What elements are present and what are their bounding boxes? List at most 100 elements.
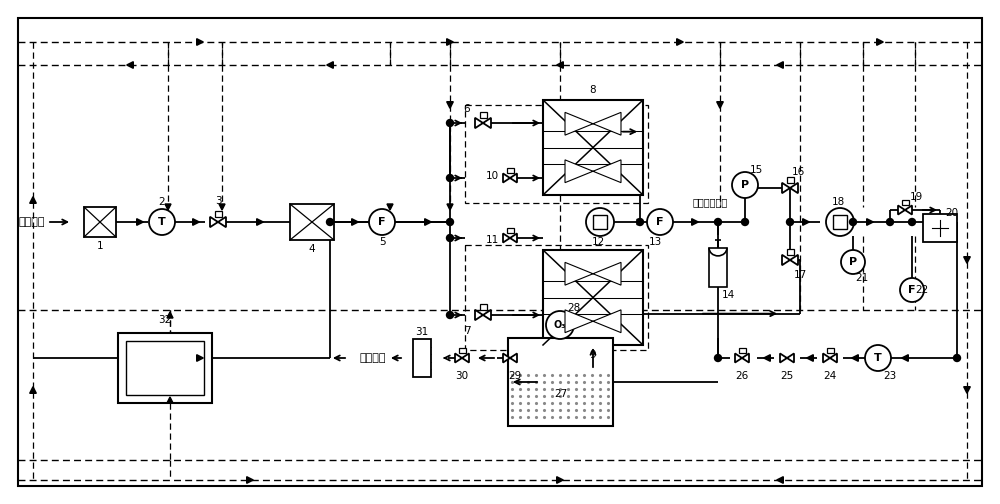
Polygon shape xyxy=(557,61,563,69)
Bar xyxy=(480,112,486,118)
Polygon shape xyxy=(30,197,36,203)
Bar xyxy=(508,338,613,426)
Polygon shape xyxy=(197,355,203,361)
Polygon shape xyxy=(210,217,226,227)
Text: 1: 1 xyxy=(97,241,103,251)
Polygon shape xyxy=(193,219,199,225)
Text: 12: 12 xyxy=(591,237,605,247)
Polygon shape xyxy=(565,160,621,182)
Bar xyxy=(413,339,431,377)
Polygon shape xyxy=(475,310,491,320)
Polygon shape xyxy=(475,118,491,128)
Polygon shape xyxy=(782,255,798,265)
Polygon shape xyxy=(807,355,813,361)
Bar xyxy=(290,204,334,240)
Polygon shape xyxy=(677,39,683,45)
Text: 15: 15 xyxy=(749,165,763,175)
Text: 富氧氮气输出: 富氧氮气输出 xyxy=(692,197,728,207)
Circle shape xyxy=(732,172,758,198)
Circle shape xyxy=(446,234,454,241)
Bar xyxy=(738,348,746,353)
Bar xyxy=(826,348,834,353)
Polygon shape xyxy=(898,206,912,215)
Polygon shape xyxy=(127,61,133,69)
Text: 31: 31 xyxy=(415,327,429,337)
Text: 24: 24 xyxy=(823,371,837,381)
Polygon shape xyxy=(425,219,431,225)
Bar xyxy=(543,100,643,195)
Polygon shape xyxy=(565,263,621,285)
Bar xyxy=(709,248,727,287)
Text: T: T xyxy=(874,353,882,363)
Bar xyxy=(593,215,607,229)
Circle shape xyxy=(586,208,614,236)
Polygon shape xyxy=(455,353,469,362)
Text: 16: 16 xyxy=(791,167,805,177)
Polygon shape xyxy=(167,397,173,403)
Polygon shape xyxy=(852,355,858,361)
Text: 26: 26 xyxy=(735,371,749,381)
Bar xyxy=(507,228,514,233)
Text: 废气排出: 废气排出 xyxy=(360,353,386,363)
Text: 23: 23 xyxy=(883,371,897,381)
Polygon shape xyxy=(764,355,770,361)
Circle shape xyxy=(786,219,794,225)
Text: 5: 5 xyxy=(379,237,385,247)
Polygon shape xyxy=(447,102,453,108)
Polygon shape xyxy=(902,355,908,361)
Circle shape xyxy=(326,219,334,225)
Text: P: P xyxy=(849,257,857,267)
Circle shape xyxy=(446,119,454,127)
Circle shape xyxy=(826,208,854,236)
Bar xyxy=(480,304,486,310)
Polygon shape xyxy=(137,219,143,225)
Circle shape xyxy=(637,219,644,225)
Polygon shape xyxy=(387,204,393,210)
Circle shape xyxy=(908,219,916,225)
Text: 20: 20 xyxy=(945,208,959,218)
Polygon shape xyxy=(197,39,203,45)
Bar xyxy=(465,105,648,203)
Text: 11: 11 xyxy=(485,235,499,245)
Text: 2: 2 xyxy=(159,197,165,207)
Polygon shape xyxy=(447,204,453,210)
Text: T: T xyxy=(158,217,166,227)
Circle shape xyxy=(149,209,175,235)
Polygon shape xyxy=(565,310,621,333)
Text: 7: 7 xyxy=(464,326,470,336)
Polygon shape xyxy=(247,477,253,483)
Text: 10: 10 xyxy=(485,171,499,181)
Bar xyxy=(507,168,514,173)
Circle shape xyxy=(714,354,722,361)
Polygon shape xyxy=(782,183,798,193)
Polygon shape xyxy=(219,204,225,210)
Polygon shape xyxy=(777,477,783,483)
Polygon shape xyxy=(823,353,837,362)
Polygon shape xyxy=(780,353,794,362)
Text: 9: 9 xyxy=(590,350,596,360)
Bar xyxy=(84,207,116,237)
Text: 22: 22 xyxy=(915,285,929,295)
Circle shape xyxy=(865,345,891,371)
Text: 17: 17 xyxy=(793,270,807,280)
Polygon shape xyxy=(327,61,333,69)
Bar xyxy=(902,200,908,206)
Circle shape xyxy=(446,174,454,181)
Bar xyxy=(214,211,222,217)
Polygon shape xyxy=(803,219,809,225)
Bar xyxy=(118,333,212,403)
Text: F: F xyxy=(378,217,386,227)
Text: 18: 18 xyxy=(831,197,845,207)
Text: 19: 19 xyxy=(909,192,923,202)
Text: P: P xyxy=(741,180,749,190)
Text: 气体入口: 气体入口 xyxy=(18,217,45,227)
Polygon shape xyxy=(735,353,749,362)
Circle shape xyxy=(850,219,856,225)
Circle shape xyxy=(900,278,924,302)
Circle shape xyxy=(546,311,574,339)
Text: 6: 6 xyxy=(464,104,470,114)
Polygon shape xyxy=(557,477,563,483)
Text: O₃: O₃ xyxy=(554,320,566,330)
Circle shape xyxy=(446,219,454,225)
Circle shape xyxy=(714,219,722,225)
